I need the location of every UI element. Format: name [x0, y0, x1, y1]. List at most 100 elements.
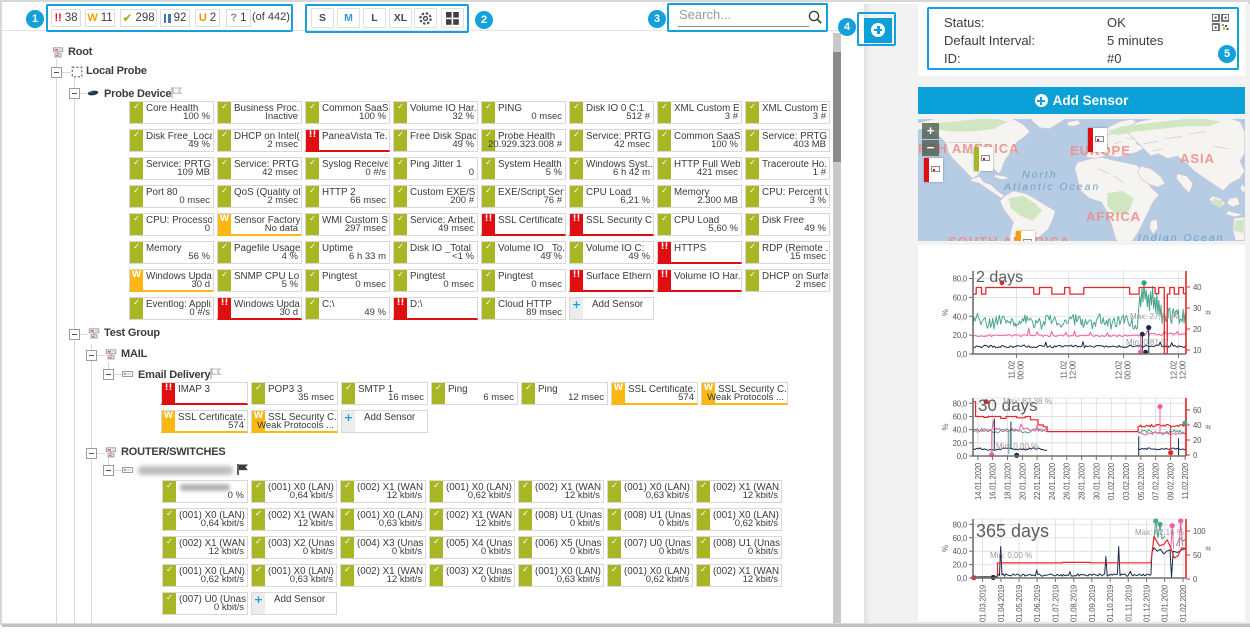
sensor-tile[interactable]: ✓ (002) X1 (WAN... 12 kbit/s: [340, 480, 426, 503]
sensor-tile[interactable]: ✓ Ping 6 msec: [431, 382, 518, 405]
collapse-toggle[interactable]: [86, 350, 97, 361]
sensor-tile[interactable]: ✓Common SaaS...100 %: [657, 129, 742, 152]
sensor-tile[interactable]: ✓HTTP Full Web...421 msec: [657, 157, 742, 180]
sensor-tile[interactable]: ✓ Windows Syst... 6 h 42 m: [569, 157, 654, 180]
status-filter-warning[interactable]: W 11: [85, 9, 115, 27]
sensor-tile[interactable]: ✓ (001) X0 (LAN)... 0,62 kbit/s: [607, 564, 693, 587]
sensor-tile[interactable]: ✓ (001) X0 (LAN)... 0,63 kbit/s: [340, 508, 426, 531]
sensor-tile[interactable]: ✓ (001) X0 (LAN)... 0,64 kbit/s: [162, 508, 248, 531]
tree-node-redacted-device[interactable]: [4, 463, 704, 478]
sensor-tile[interactable]: ✓ (002) X1 (WAN... 12 kbit/s: [518, 480, 604, 503]
sensor-tile[interactable]: !! IMAP 3: [161, 382, 248, 405]
sensor-tile[interactable]: ✓ Service: Arbeit... 49 msec: [393, 213, 478, 236]
sensor-tile[interactable]: ✓(006) X5 (Unas...0 kbit/s: [518, 536, 604, 559]
size-button-xl[interactable]: XL: [389, 8, 412, 28]
vertical-scrollbar[interactable]: [833, 33, 841, 623]
tree-node-root[interactable]: Root: [4, 46, 704, 61]
sensor-tile[interactable]: !!Windows Upda...30 d: [217, 297, 302, 320]
sensor-tile[interactable]: ✓(003) X2 (Unas...0 kbit/s: [251, 536, 337, 559]
sensor-tile[interactable]: ✓ Pingtest 0 msec: [305, 269, 390, 292]
status-filter-down[interactable]: !! 38: [51, 9, 81, 27]
size-button-m[interactable]: M: [337, 8, 360, 28]
sensor-tile[interactable]: ✓ Pagefile Usage 4 %: [217, 241, 302, 264]
sensor-tile[interactable]: ✓ (002) X1 (WAN... 12 kbit/s: [429, 508, 515, 531]
scrollbar-thumb[interactable]: [833, 52, 841, 162]
sensor-tile[interactable]: !!SSL Security C...: [569, 213, 654, 236]
sensor-tile[interactable]: ✓ System Health 5 %: [481, 157, 566, 180]
sensor-tile[interactable]: ✓EXE/Script Sen...76 #: [481, 185, 566, 208]
sensor-tile[interactable]: W SSL Certificate... 574: [611, 382, 698, 405]
tree-node-test-group[interactable]: Test Group: [4, 327, 704, 342]
tree-node-local-probe[interactable]: Local Probe: [4, 65, 704, 80]
size-button-l[interactable]: L: [363, 8, 386, 28]
sensor-tile[interactable]: !! Volume IO Har...: [657, 269, 742, 292]
sensor-tile[interactable]: ✓ Probe Health 20.929.323.008 #: [481, 129, 566, 152]
tree-node-email-delivery[interactable]: Email Delivery: [4, 367, 704, 382]
sensor-tile[interactable]: ✓(003) X2 (Unas...0 kbit/s: [429, 564, 515, 587]
sensor-tile[interactable]: ✓ (001) X0 (LAN)... 0,62 kbit/s: [696, 508, 782, 531]
map-marker-south-america[interactable]: [1016, 231, 1035, 241]
sensor-tile[interactable]: ✓WMI Custom S...297 msec: [305, 213, 390, 236]
sensor-tile[interactable]: ✓ Volume IO Har... 32 %: [393, 101, 478, 124]
map-marker-us-west[interactable]: [924, 158, 943, 182]
tree-node-probe-device[interactable]: Probe Device: [4, 86, 704, 101]
sensor-tile[interactable]: ✓XML Custom E...3 #: [745, 101, 830, 124]
status-filter-paused[interactable]: 92: [160, 9, 190, 27]
mini-graph-365-days[interactable]: 80,0 60,0 40,0 20,0 0,0 100 50 0 01.03.2019 01.04…: [918, 506, 1245, 641]
sensor-tile[interactable]: ✓ (001) X0 (LAN)... 0,63 kbit/s: [251, 564, 337, 587]
sensor-tile[interactable]: ✓ Pingtest 0 msec: [481, 269, 566, 292]
sensor-tile[interactable]: ✓ Eventlog: Appli... 0 #/s: [129, 297, 214, 320]
sensor-tile[interactable]: ✓ Volume IO _To... 49 %: [481, 241, 566, 264]
status-filter-up[interactable]: ✔ 298: [120, 9, 157, 27]
sensor-tile[interactable]: ✓ Ping Jitter 1 0: [393, 157, 478, 180]
sensor-tile[interactable]: ✓ C:\ 49 %: [305, 297, 390, 320]
sensor-tile[interactable]: ✓CPU: Processo...0: [129, 213, 214, 236]
sensor-tile[interactable]: ✓ (002) X1 (WAN... 12 kbit/s: [696, 480, 782, 503]
sensor-tile[interactable]: ✓ Core Health 100 %: [129, 101, 214, 124]
sensor-tile[interactable]: W SSL Security C... Weak Protocols ...: [701, 382, 788, 405]
sensor-tile[interactable]: ✓ RDP (Remote ... 15 msec: [745, 241, 830, 264]
gear-button[interactable]: [414, 8, 437, 28]
collapse-toggle[interactable]: [69, 88, 80, 99]
sensor-tile[interactable]: ✓ Volume IO C: 49 %: [569, 241, 654, 264]
add-sensor-button[interactable]: Add Sensor: [918, 87, 1245, 114]
sensor-tile[interactable]: ✓ (002) X1 (WAN... 12 kbit/s: [696, 564, 782, 587]
sensor-tile[interactable]: ✓ (001) X0 (LAN)... 0,64 kbit/s: [251, 480, 337, 503]
sensor-tile[interactable]: ✓(004) X3 (Unas...0 kbit/s: [340, 536, 426, 559]
sensor-tile[interactable]: ✓ POP3 3 35 msec: [251, 382, 338, 405]
sensor-tile[interactable]: !! SSL Certificate...: [481, 213, 566, 236]
sensor-tile[interactable]: ✓ Cloud HTTP 89 msec: [481, 297, 566, 320]
sensor-tile[interactable]: ✓(007) U0 (Unas...0 kbit/s: [607, 536, 693, 559]
search-input[interactable]: [679, 7, 799, 22]
sensor-tile[interactable]: ✓ Memory 56 %: [129, 241, 214, 264]
status-filter-unknown[interactable]: ? 1: [226, 9, 251, 27]
sensor-tile[interactable]: ✓ Business Proc... Inactive: [217, 101, 302, 124]
sensor-tile[interactable]: ✓ (001) X0 (LAN)... 0,62 kbit/s: [429, 480, 515, 503]
sensor-tile[interactable]: ✓Service: PRTG ...42 msec: [217, 157, 302, 180]
sensor-tile[interactable]: ✓CPU: Percent U...3 %: [745, 185, 830, 208]
sensor-tile[interactable]: ✓Common SaaS...100 %: [305, 101, 390, 124]
map-marker-europe[interactable]: [1088, 128, 1107, 152]
sensor-tile[interactable]: ✓ (002) X1 (WAN... 12 kbit/s: [251, 508, 337, 531]
collapse-toggle[interactable]: [86, 448, 97, 459]
sensor-tile[interactable]: ✓ Disk Free_Local 49 %: [129, 129, 214, 152]
sensor-tile[interactable]: ✓Syslog Receive...0 #/s: [305, 157, 390, 180]
sensor-tile[interactable]: !! PaneaVista Te...: [305, 129, 390, 152]
sensor-tile[interactable]: ✓ (002) X1 (WAN... 12 kbit/s: [340, 564, 426, 587]
sensor-tile[interactable]: ✓ (001) X0 (LAN)... 0,62 kbit/s: [162, 564, 248, 587]
grid-view-button[interactable]: [441, 8, 464, 28]
sensor-tile[interactable]: ✓ PING 0 msec: [481, 101, 566, 124]
sensor-tile[interactable]: ✓XML Custom E...3 #: [657, 101, 742, 124]
sensor-tile[interactable]: ✓ CPU Load 5,60 %: [657, 213, 742, 236]
map-zoom-in-button[interactable]: +: [922, 123, 939, 139]
sensor-tile[interactable]: ✓ Uptime 6 h 33 m: [305, 241, 390, 264]
sensor-tile[interactable]: ✓Custom EXE/S...200 #: [393, 185, 478, 208]
sensor-tile[interactable]: ✓ Traceroute Ho... 1 #: [745, 157, 830, 180]
sensor-tile[interactable]: ✓ Disk IO 0 C:1 512 #: [569, 101, 654, 124]
collapse-toggle[interactable]: [103, 369, 114, 380]
sensor-tile[interactable]: ✓ Disk IO _Total <1 %: [393, 241, 478, 264]
map-zoom-out-button[interactable]: −: [922, 140, 939, 156]
sensor-tile[interactable]: ✓ SMTP 1 16 msec: [341, 382, 428, 405]
tree-node-mail[interactable]: MAIL: [4, 348, 704, 363]
